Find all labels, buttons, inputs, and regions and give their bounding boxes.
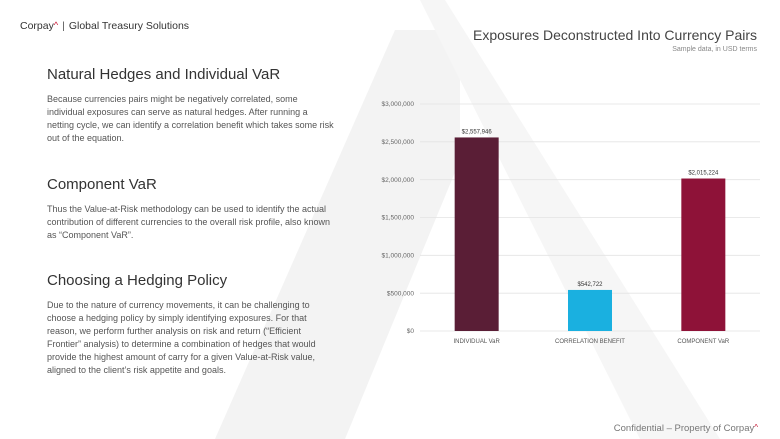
y-tick-label: $1,500,000 — [381, 215, 414, 222]
section-title-hedging-policy: Choosing a Hedging Policy — [47, 272, 228, 289]
brand-logo-text: Corpay — [20, 20, 54, 32]
bar — [568, 289, 612, 331]
brand-separator: | — [62, 20, 65, 32]
section-body-component-var: Thus the Value-at-Risk methodology can b… — [47, 204, 330, 240]
data-label: $2,015,224 — [688, 171, 719, 177]
bar — [681, 178, 726, 331]
chart-subtitle: Sample data, in USD terms — [672, 46, 757, 53]
footer-caret-icon: ^ — [754, 423, 758, 432]
y-tick-label: $2,000,000 — [381, 177, 414, 184]
y-tick-label: $1,000,000 — [381, 253, 414, 260]
y-tick-label: $2,500,000 — [381, 139, 414, 146]
data-label: $2,557,946 — [462, 129, 493, 135]
y-tick-label: $500,000 — [387, 290, 414, 297]
bar-chart: $0 $500,000 $1,000,000 $1,500,000 $2,000,000… — [381, 101, 760, 345]
bar — [454, 137, 499, 331]
chart-title: Exposures Deconstructed Into Currency Pa… — [472, 27, 757, 43]
section-body-hedging-policy: Due to the nature of currency movements,… — [47, 300, 316, 375]
brand-header: Corpay^ | Global Treasury Solutions — [20, 20, 189, 32]
data-label: $542,722 — [577, 282, 603, 288]
x-tick-label: INDIVIDUAL VaR — [453, 339, 500, 345]
section-title-component-var: Component VaR — [47, 176, 157, 193]
x-tick-label: COMPONENT VaR — [677, 339, 729, 345]
footer-confidential: Confidential – Property of Corpay^ — [614, 423, 758, 434]
brand-tagline: Global Treasury Solutions — [68, 20, 190, 32]
section-body-natural-hedges: Because currencies pairs might be negati… — [47, 94, 334, 143]
section-title-natural-hedges: Natural Hedges and Individual VaR — [47, 66, 281, 83]
footer-text: Confidential – Property of Corpay — [613, 423, 755, 434]
x-tick-label: CORRELATION BENEFIT — [555, 339, 625, 345]
y-tick-label: $3,000,000 — [381, 101, 414, 108]
y-tick-label: $0 — [407, 328, 415, 335]
caret-icon: ^ — [53, 20, 59, 30]
